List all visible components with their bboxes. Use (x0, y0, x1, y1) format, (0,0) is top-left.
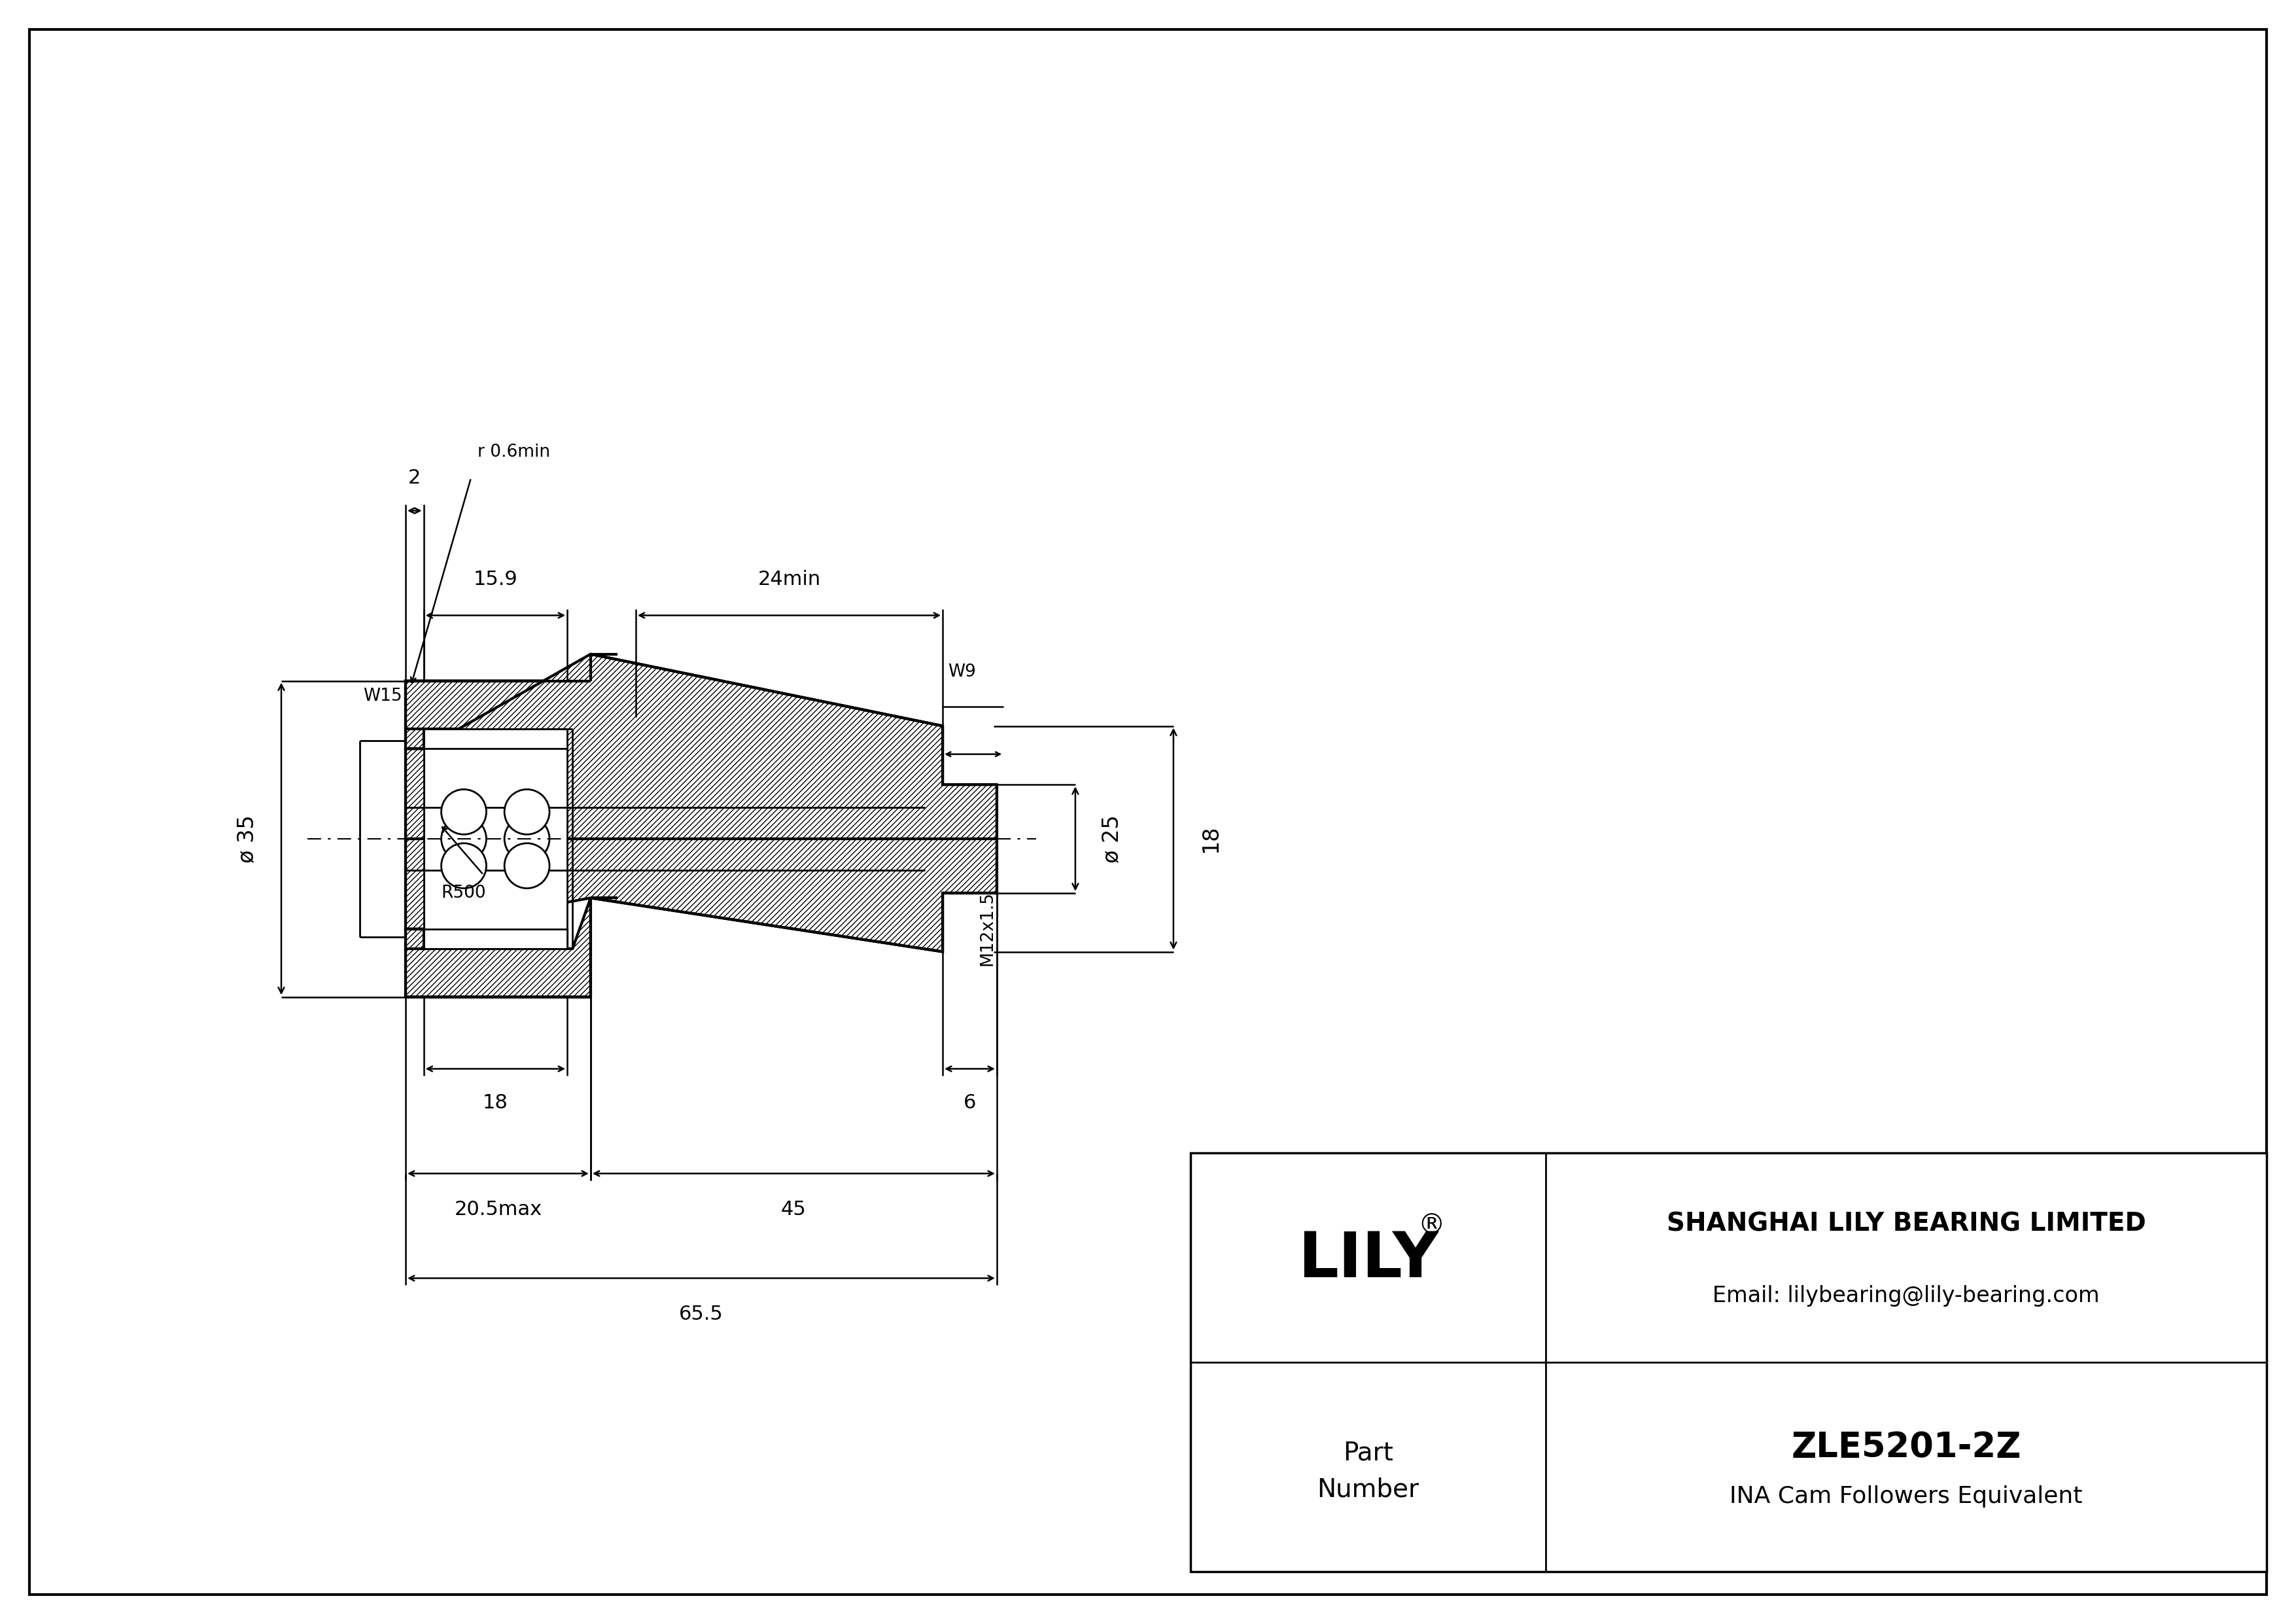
Text: Part: Part (1343, 1440, 1394, 1465)
Circle shape (505, 843, 549, 888)
Polygon shape (406, 654, 590, 729)
Text: ZLE5201-2Z: ZLE5201-2Z (1791, 1431, 2020, 1465)
Circle shape (505, 817, 549, 861)
Text: 65.5: 65.5 (680, 1304, 723, 1324)
Text: 18: 18 (1199, 825, 1221, 853)
Text: SHANGHAI LILY BEARING LIMITED: SHANGHAI LILY BEARING LIMITED (1667, 1212, 2147, 1236)
Ellipse shape (1894, 1280, 2135, 1406)
Text: 2: 2 (409, 468, 420, 487)
Polygon shape (425, 729, 567, 749)
Text: ø 25: ø 25 (1102, 815, 1123, 862)
Circle shape (505, 789, 549, 835)
Ellipse shape (1970, 1311, 2082, 1363)
Polygon shape (406, 840, 996, 952)
Polygon shape (425, 729, 567, 948)
Text: Email: lilybearing@lily-bearing.com: Email: lilybearing@lily-bearing.com (1713, 1285, 2099, 1307)
Text: Number: Number (1318, 1476, 1419, 1502)
Text: W15: W15 (363, 689, 402, 705)
Text: ø 35: ø 35 (236, 815, 259, 862)
Text: M12x1.5: M12x1.5 (978, 892, 996, 966)
Text: 45: 45 (781, 1200, 806, 1220)
Text: LILY: LILY (1297, 1229, 1440, 1289)
Text: 24min: 24min (758, 570, 820, 590)
Circle shape (441, 789, 487, 835)
Polygon shape (406, 929, 425, 948)
Polygon shape (1887, 1324, 1998, 1379)
Polygon shape (406, 898, 590, 997)
Polygon shape (425, 929, 567, 948)
Text: 20.5max: 20.5max (455, 1200, 542, 1220)
Ellipse shape (1880, 1351, 1894, 1379)
Text: 18: 18 (482, 1093, 507, 1112)
Text: r 0.6min: r 0.6min (478, 443, 551, 460)
Text: 15.9: 15.9 (473, 570, 517, 590)
Bar (1192, 1153, 2266, 1572)
Text: INA Cam Followers Equivalent: INA Cam Followers Equivalent (1729, 1486, 2082, 1507)
Text: 6: 6 (964, 1093, 976, 1112)
Text: R500: R500 (441, 885, 487, 901)
Text: W9: W9 (948, 663, 976, 680)
Polygon shape (406, 729, 425, 749)
Text: M6: M6 (953, 797, 978, 814)
Polygon shape (406, 654, 996, 840)
Circle shape (441, 817, 487, 861)
Ellipse shape (1952, 1302, 2103, 1369)
Text: ®: ® (1419, 1212, 1444, 1239)
Circle shape (441, 843, 487, 888)
